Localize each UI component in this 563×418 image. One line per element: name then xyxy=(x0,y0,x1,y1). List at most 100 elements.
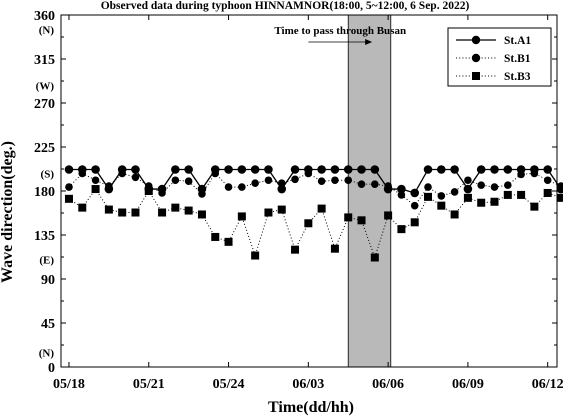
y-compass-label: (N) xyxy=(39,25,55,37)
data-point-St.A1 xyxy=(264,165,273,174)
data-point-St.B1 xyxy=(171,176,180,185)
x-tick-label: 06/06 xyxy=(372,377,404,392)
data-point-St.B3 xyxy=(437,201,446,210)
data-point-St.B3 xyxy=(490,197,499,206)
y-compass-label: (W) xyxy=(36,80,55,92)
series-layer xyxy=(64,165,563,262)
data-point-St.B3 xyxy=(357,216,366,225)
data-point-St.A1 xyxy=(330,165,340,174)
data-point-St.B3 xyxy=(463,193,472,202)
x-tick-label: 06/03 xyxy=(292,377,324,392)
data-point-St.B3 xyxy=(424,192,433,201)
data-point-St.A1 xyxy=(490,165,499,174)
x-tick-label: 05/21 xyxy=(133,377,165,392)
y-compass-label: (E) xyxy=(39,254,54,266)
y-tick-label: 0 xyxy=(48,361,55,376)
data-point-St.B1 xyxy=(317,177,326,186)
data-point-St.B1 xyxy=(238,183,246,191)
data-point-St.B3 xyxy=(264,208,273,217)
data-point-St.B3 xyxy=(330,244,339,253)
data-point-St.A1 xyxy=(64,165,74,174)
data-point-St.B1 xyxy=(437,192,446,200)
data-point-St.B3 xyxy=(277,205,286,214)
data-point-St.B3 xyxy=(530,202,539,211)
legend-label-St.B3: St.B3 xyxy=(504,71,531,83)
data-point-St.A1 xyxy=(370,165,380,174)
data-point-St.B1 xyxy=(184,177,193,186)
data-point-St.B3 xyxy=(291,245,300,254)
data-point-St.A1 xyxy=(357,165,366,174)
data-point-St.B3 xyxy=(64,194,73,203)
data-point-St.B3 xyxy=(410,218,419,227)
y-tick-label: 180 xyxy=(34,185,55,200)
legend: St.A1 St.B1 St.B3 xyxy=(447,27,552,87)
data-point-St.B3 xyxy=(184,206,193,215)
data-point-St.B1 xyxy=(331,176,339,185)
y-tick-label: 135 xyxy=(34,229,55,244)
data-point-St.B3 xyxy=(517,190,526,199)
data-point-St.A1 xyxy=(476,165,486,174)
legend-marker-St.B3 xyxy=(472,72,480,80)
series-line-St.B1 xyxy=(68,172,563,207)
data-point-St.B1 xyxy=(65,183,73,191)
x-tick-label: 06/12 xyxy=(532,377,563,392)
data-point-St.B3 xyxy=(344,213,353,222)
data-point-St.B1 xyxy=(291,175,299,184)
data-point-St.B3 xyxy=(197,210,206,219)
series-St.A1 xyxy=(64,165,563,198)
data-point-St.B1 xyxy=(530,169,539,178)
series-St.B3 xyxy=(64,185,563,262)
data-point-St.B1 xyxy=(224,183,233,191)
x-tick-label: 06/09 xyxy=(452,377,484,392)
data-point-St.A1 xyxy=(237,165,247,174)
data-point-St.B1 xyxy=(517,170,525,179)
data-point-St.B1 xyxy=(118,169,126,178)
data-point-St.A1 xyxy=(184,165,193,174)
data-point-St.B1 xyxy=(557,182,563,190)
data-point-St.B1 xyxy=(158,189,166,197)
annotation-arrowhead xyxy=(365,39,373,45)
data-point-St.A1 xyxy=(437,165,446,174)
legend-label-St.A1: St.A1 xyxy=(504,35,531,47)
data-point-St.B1 xyxy=(503,181,512,189)
data-point-St.A1 xyxy=(463,184,473,194)
data-point-St.B3 xyxy=(251,251,260,260)
data-point-St.B1 xyxy=(384,182,392,190)
plot-frame xyxy=(60,14,558,368)
data-point-St.B1 xyxy=(277,179,286,187)
data-point-St.B1 xyxy=(78,169,87,178)
data-point-St.B3 xyxy=(304,219,313,228)
data-point-St.B3 xyxy=(237,212,246,221)
data-point-St.B3 xyxy=(78,203,87,212)
y-tick-label: 360 xyxy=(34,9,55,24)
data-point-St.B3 xyxy=(317,204,326,213)
data-point-St.A1 xyxy=(410,188,420,198)
data-point-St.B1 xyxy=(211,169,220,178)
data-point-St.A1 xyxy=(397,184,406,194)
data-point-St.B1 xyxy=(131,173,140,182)
data-point-St.A1 xyxy=(277,184,287,194)
data-point-St.B1 xyxy=(410,201,419,210)
data-point-St.B3 xyxy=(91,185,100,194)
data-point-St.B1 xyxy=(304,169,313,178)
y-compass-label: (S) xyxy=(41,168,55,180)
data-point-St.B3 xyxy=(370,253,379,262)
data-point-St.B1 xyxy=(344,176,353,185)
data-point-St.A1 xyxy=(543,165,552,174)
data-point-St.B1 xyxy=(490,183,499,191)
y-tick-label: 270 xyxy=(34,97,55,112)
series-line-St.B3 xyxy=(68,188,563,260)
data-point-St.B3 xyxy=(158,208,167,217)
data-point-St.B3 xyxy=(556,193,563,202)
data-point-St.B3 xyxy=(171,203,180,212)
y-tick-label: 45 xyxy=(41,317,55,332)
data-point-St.B3 xyxy=(384,211,393,220)
y-compass-label: (N) xyxy=(39,347,55,359)
data-point-St.A1 xyxy=(423,165,433,174)
data-point-St.B1 xyxy=(397,191,406,199)
data-point-St.A1 xyxy=(317,165,326,174)
data-point-St.B3 xyxy=(397,225,406,234)
data-point-St.B3 xyxy=(104,205,113,214)
chart-title: Observed data during typhoon HINNAMNOR(1… xyxy=(101,0,470,12)
